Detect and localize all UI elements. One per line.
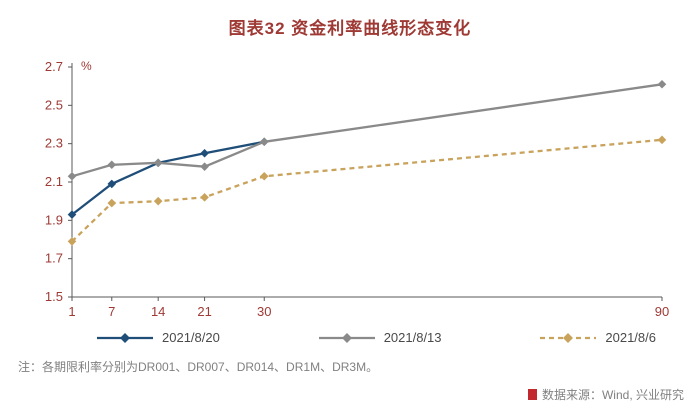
x-tick-label: 30 (257, 304, 271, 319)
data-point-2021-8-20 (107, 179, 117, 189)
data-point-2021-8-6 (67, 237, 77, 246)
y-tick-label: 2.7 (45, 59, 63, 74)
y-tick-label: 2.1 (45, 174, 63, 189)
data-point-2021-8-6 (153, 196, 163, 206)
legend-line-icon (318, 332, 375, 343)
data-point-2021-8-6 (657, 135, 667, 145)
y-tick-label: 2.3 (45, 136, 63, 151)
chart-title: 图表32 资金利率曲线形态变化 (228, 19, 472, 38)
legend-item-2021-8-13: 2021/8/13 (318, 330, 442, 345)
brand-logo-icon (527, 389, 537, 400)
legend-diamond-marker-icon (563, 332, 574, 343)
data-point-2021-8-20 (200, 148, 209, 158)
chart-legend: 2021/8/20 2021/8/13 2021/8/6 (96, 330, 656, 345)
y-tick-label: 1.9 (45, 212, 63, 227)
legend-label: 2021/8/13 (383, 330, 442, 345)
x-tick-label: 90 (655, 304, 669, 319)
legend-line-icon (97, 332, 153, 343)
data-point-2021-8-6 (107, 198, 117, 208)
data-point-2021-8-6 (259, 171, 269, 181)
x-tick-label: 7 (108, 304, 115, 319)
rate-curve-chart: 1.5 1.7 1.9 2.1 2.3 2.5 2.7 % 1 7 14 21 30 90 (45, 59, 669, 319)
x-tick-label: 1 (68, 304, 75, 319)
chart-footnote: 注：各期限利率分别为DR001、DR007、DR014、DR1M、DR3M。 (18, 360, 379, 374)
data-point-2021-8-13 (153, 158, 163, 168)
data-point-2021-8-13 (657, 79, 667, 89)
data-point-2021-8-20 (67, 210, 77, 219)
legend-label: 2021/8/20 (162, 330, 220, 345)
data-point-2021-8-13 (107, 160, 117, 170)
series-line-2021-8-13 (71, 83, 663, 178)
y-tick-label: 2.5 (45, 97, 63, 112)
y-tick-label: 1.7 (45, 251, 63, 266)
data-point-2021-8-13 (259, 137, 269, 147)
data-point-2021-8-6 (200, 193, 209, 202)
y-axis-unit-label: % (81, 59, 92, 73)
series-line-2021-8-6 (71, 138, 663, 243)
legend-label: 2021/8/6 (605, 330, 656, 345)
legend-line-icon (540, 332, 597, 343)
x-tick-label: 21 (197, 304, 211, 319)
data-source-label: 数据来源：Wind, 兴业研究 (541, 388, 684, 402)
data-point-2021-8-13 (200, 162, 209, 171)
legend-diamond-marker-icon (120, 332, 130, 343)
x-tick-label: 14 (151, 304, 165, 319)
legend-item-2021-8-20: 2021/8/20 (96, 330, 220, 345)
y-tick-label: 1.5 (45, 289, 63, 304)
legend-item-2021-8-6: 2021/8/6 (539, 330, 656, 345)
data-source: 数据来源：Wind, 兴业研究 (527, 386, 684, 403)
legend-diamond-marker-icon (341, 332, 352, 343)
data-point-2021-8-13 (67, 171, 77, 181)
